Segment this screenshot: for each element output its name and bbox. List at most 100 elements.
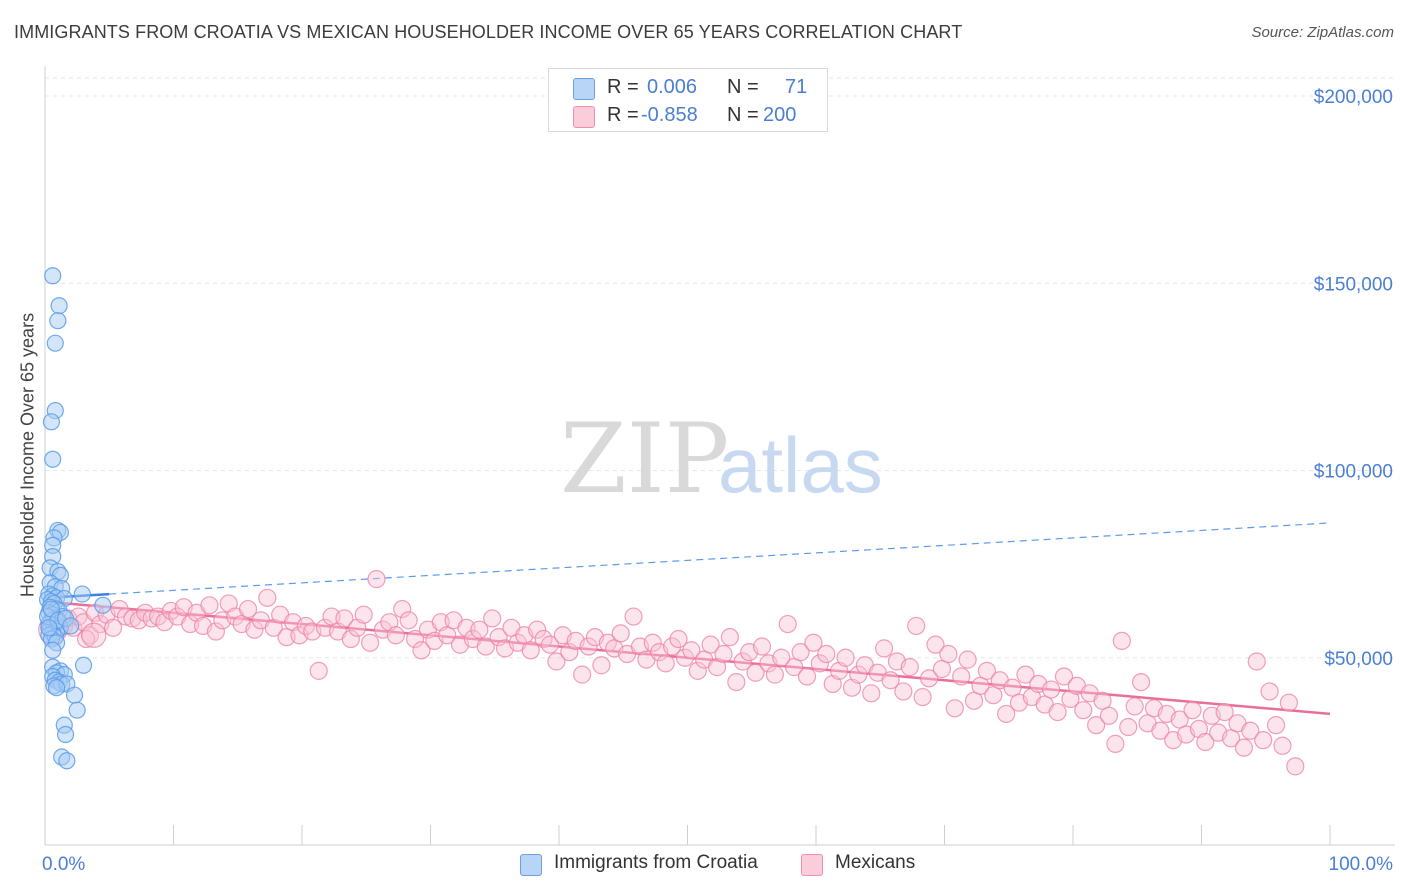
correlation-legend: R = 0.006 N = 71 R = -0.858 N = 200 (548, 68, 828, 132)
mexicans-point (907, 616, 926, 636)
croatia-point (47, 679, 66, 697)
croatia-point (73, 585, 91, 603)
mexicans-point (682, 641, 701, 660)
bottom-legend-swatch-croatia (520, 854, 542, 876)
legend-r-value: 0.006 (647, 76, 698, 98)
mexicans-point (830, 661, 849, 680)
mexicans-point (1254, 731, 1273, 750)
mexicans-point (958, 650, 977, 669)
legend-n-value: 71 (785, 76, 808, 98)
mexicans-point (1093, 691, 1112, 710)
legend-swatch-mexicans (573, 106, 595, 128)
mexicans-point (1286, 757, 1305, 776)
mexicans-point (386, 626, 405, 645)
legend-r-value: -0.858 (641, 104, 698, 126)
croatia-point (74, 656, 93, 674)
mexicans-point (984, 686, 1003, 705)
mexicans-point (611, 624, 630, 643)
mexicans-point (540, 635, 560, 654)
mexicans-point (778, 614, 797, 634)
croatia-point (44, 450, 62, 468)
mexicans-point (412, 641, 431, 660)
mexicans-point (1273, 736, 1292, 755)
croatia-point (58, 752, 76, 770)
mexicans-point (971, 676, 990, 695)
mexicans-point (521, 641, 540, 660)
mexicans-point (1215, 702, 1234, 722)
croatia-point (44, 641, 62, 659)
mexicans-point (476, 637, 495, 656)
watermark: ZIP atlas (560, 403, 883, 515)
legend-n-label: N = (727, 104, 759, 126)
mexicans-point (528, 620, 547, 639)
mexicans-point (1119, 717, 1138, 737)
legend-swatch-croatia (573, 78, 595, 100)
source-label: Source: ZipAtlas.com (1251, 24, 1394, 41)
mexicans-point (309, 661, 328, 680)
mexicans-point (547, 652, 566, 671)
mexicans-point (206, 622, 226, 641)
mexicans-point (746, 663, 765, 682)
mexicans-point (1260, 682, 1279, 701)
mexicans-point (842, 678, 862, 697)
mexicans-point (720, 628, 740, 647)
mexicans-point (200, 596, 219, 615)
mexicans-point (573, 665, 592, 684)
mexicans-point (489, 628, 508, 647)
mexicans-point (361, 633, 380, 652)
mexicans-point (952, 667, 971, 686)
mexicans-point (393, 599, 412, 619)
mexicans-point (399, 611, 418, 630)
mexicans-point (579, 637, 598, 656)
mexicans-point (104, 618, 123, 637)
mexicans-point (405, 629, 425, 649)
croatia-point (50, 297, 68, 315)
y-tick-labels: $50,000 $100,000 $150,000 $200,000 (1314, 87, 1393, 670)
mexicans-point (1074, 701, 1093, 720)
bottom-legend-label-mexicans: Mexicans (835, 852, 916, 873)
mexicans-point (1003, 678, 1022, 697)
mexicans-point (1061, 689, 1080, 709)
croatia-point (62, 617, 80, 635)
mexicans-point (1247, 652, 1266, 671)
watermark-zip: ZIP (560, 403, 729, 515)
mexicans-point (643, 633, 662, 652)
bottom-legend-label-croatia: Immigrants from Croatia (554, 852, 758, 873)
mexicans-point (380, 613, 399, 632)
mexicans-point (752, 637, 772, 656)
croatia-point (65, 686, 84, 704)
mexicans-point (1196, 732, 1215, 752)
chart-title: IMMIGRANTS FROM CROATIA VS MEXICAN HOUSE… (14, 22, 963, 42)
legend-n-label: N = (727, 76, 759, 98)
mexicans-point (926, 635, 945, 654)
mexicans-point (765, 665, 784, 684)
mexicans-point (348, 618, 367, 637)
mexicans-point (836, 648, 855, 667)
mexicans-point (862, 684, 881, 703)
mexicans-point (823, 674, 842, 694)
y-tick-label: $200,000 (1314, 87, 1393, 108)
mexicans-point (997, 704, 1016, 724)
mexicans-point (1112, 631, 1131, 650)
mexicans-point (1016, 665, 1035, 684)
mexicans-points (38, 570, 1305, 776)
croatia-points (38, 267, 112, 770)
mexicans-point (810, 654, 829, 673)
mexicans-point (849, 665, 868, 684)
mexicans-point (804, 633, 823, 652)
legend-row-croatia: R = 0.006 N = 71 (549, 73, 827, 103)
mexicans-point (688, 661, 707, 680)
mexicans-point (483, 609, 502, 628)
croatia-point (42, 413, 61, 431)
legend-row-mexicans: R = -0.858 N = 200 (549, 101, 827, 131)
grid-lines (45, 77, 1395, 659)
axes (44, 66, 1395, 846)
mexicans-point (1221, 729, 1241, 748)
mexicans-point (919, 669, 939, 688)
y-axis-label: Householder Income Over 65 years (17, 312, 38, 598)
mexicans-point (438, 626, 457, 645)
mexicans-point (894, 682, 913, 701)
legend-r-label: R = (607, 76, 639, 98)
mexicans-point (1266, 716, 1286, 735)
mexicans-point (701, 635, 720, 654)
